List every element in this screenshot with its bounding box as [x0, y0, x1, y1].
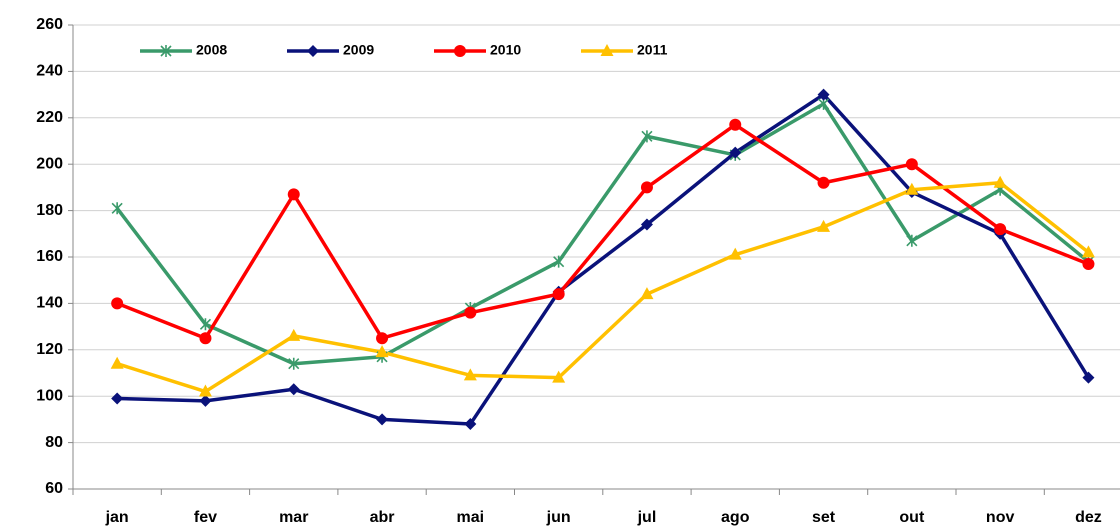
marker: [728, 247, 742, 260]
series-line: [116, 123, 1090, 340]
marker: [111, 297, 124, 310]
marker: [110, 356, 124, 369]
x-tick-label: nov: [986, 509, 1015, 526]
marker: [376, 413, 389, 426]
marker: [1082, 257, 1095, 270]
x-tick-label: jul: [637, 509, 657, 526]
x-tick-label: abr: [370, 509, 395, 526]
series-line: [117, 92, 1090, 426]
legend-label: 2009: [343, 42, 374, 58]
marker: [287, 383, 300, 396]
marker: [1082, 371, 1095, 384]
marker: [906, 234, 918, 247]
x-tick-label: jun: [546, 509, 571, 526]
marker: [993, 175, 1007, 188]
marker: [905, 182, 919, 195]
x-tick-label: dez: [1075, 509, 1102, 526]
marker: [905, 158, 918, 171]
marker: [287, 188, 300, 201]
marker: [729, 146, 742, 159]
marker: [375, 345, 389, 358]
y-tick-label: 240: [36, 63, 63, 80]
x-tick-label: out: [899, 509, 925, 526]
marker: [1081, 245, 1095, 258]
marker: [553, 255, 565, 268]
marker: [600, 44, 614, 56]
series-line: [116, 181, 1090, 394]
x-tick-label: ago: [721, 509, 750, 526]
marker: [817, 88, 830, 101]
x-tick-label: mar: [279, 509, 308, 526]
x-tick-label: set: [812, 509, 836, 526]
x-tick-label: fev: [194, 509, 217, 526]
marker: [463, 368, 477, 381]
marker: [199, 332, 212, 345]
y-tick-label: 120: [36, 341, 63, 358]
marker: [640, 287, 654, 300]
marker: [729, 118, 742, 131]
y-tick-label: 160: [36, 248, 63, 265]
y-tick-label: 260: [36, 16, 63, 33]
marker: [817, 219, 831, 232]
legend-label: 2011: [637, 42, 668, 58]
legend-label: 2010: [490, 42, 521, 58]
marker: [817, 176, 830, 189]
y-tick-label: 200: [36, 155, 63, 172]
series-line: [115, 102, 1090, 366]
marker: [464, 418, 477, 431]
x-tick-label: mai: [457, 509, 485, 526]
marker: [640, 218, 653, 231]
marker: [454, 45, 466, 57]
marker: [111, 202, 123, 215]
y-tick-label: 180: [36, 202, 63, 219]
y-tick-label: 100: [36, 387, 63, 404]
marker: [199, 318, 212, 331]
marker: [199, 394, 212, 407]
y-tick-label: 140: [36, 295, 63, 312]
legend-label: 2008: [196, 42, 227, 58]
marker: [307, 45, 319, 57]
y-tick-label: 220: [36, 109, 63, 126]
marker: [552, 370, 566, 383]
marker: [287, 328, 301, 341]
marker: [376, 332, 389, 345]
marker: [288, 357, 300, 370]
marker: [160, 45, 172, 57]
marker: [641, 130, 653, 143]
marker: [111, 392, 124, 405]
x-tick-label: jan: [105, 509, 129, 526]
y-tick-label: 80: [45, 434, 63, 451]
marker: [640, 181, 653, 194]
marker: [464, 306, 477, 319]
y-tick-label: 60: [45, 480, 63, 497]
marker: [552, 288, 565, 301]
marker: [994, 223, 1007, 236]
legend: 2008 2009 2010 2011: [140, 42, 668, 58]
marker: [198, 384, 212, 397]
